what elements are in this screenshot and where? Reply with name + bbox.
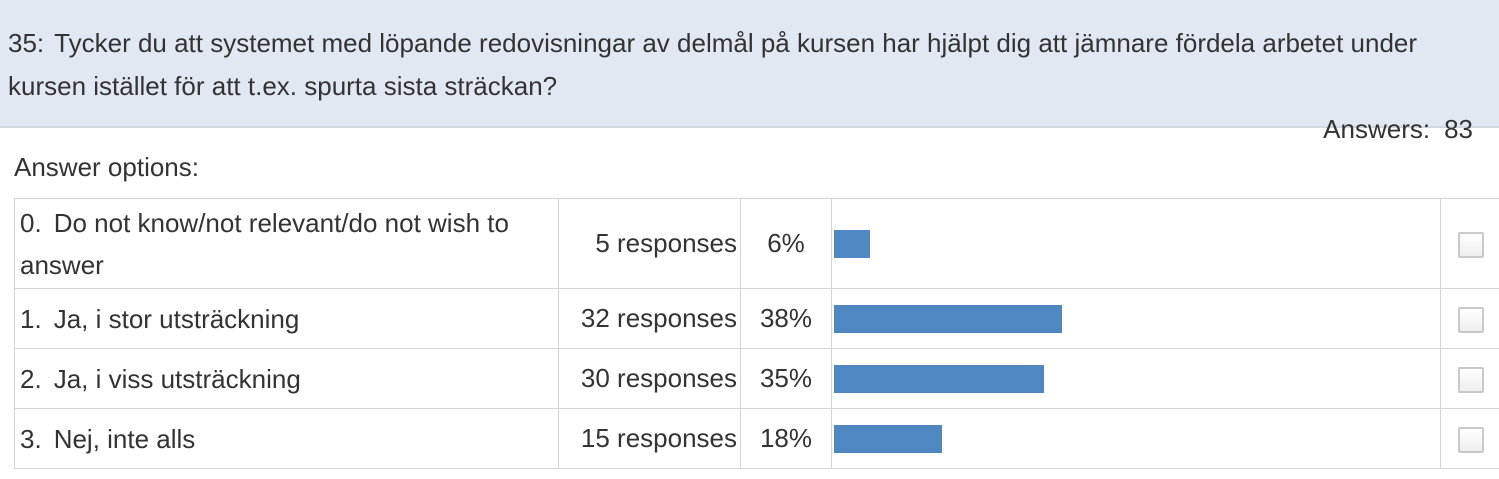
option-label-cell: 0. Do not know/not relevant/do not wish t…: [14, 198, 559, 289]
question-number: 35:: [8, 28, 45, 58]
option-bar: [834, 424, 942, 453]
option-label: Do not know/not relevant/do not wish to …: [20, 207, 509, 280]
answer-options-heading: Answer options:: [14, 152, 199, 182]
option-checkbox-cell: [1440, 288, 1499, 349]
option-bar-track: [834, 424, 1434, 453]
option-number: 0.: [20, 207, 42, 238]
option-percent: 6%: [740, 198, 832, 289]
answer-options-table: 0. Do not know/not relevant/do not wish t…: [14, 198, 1499, 469]
answers-label: Answers:: [1323, 114, 1431, 144]
option-percent: 18%: [740, 408, 832, 469]
option-bar-cell: [831, 408, 1441, 469]
option-checkbox[interactable]: [1458, 307, 1484, 334]
option-label: Ja, i viss utsträckning: [53, 363, 301, 394]
option-bar-cell: [831, 348, 1441, 409]
option-percent: 38%: [740, 288, 832, 349]
option-responses: 32 responses: [558, 288, 741, 349]
option-checkbox-cell: [1440, 198, 1499, 289]
option-checkbox-cell: [1440, 348, 1499, 409]
option-checkbox[interactable]: [1458, 427, 1484, 454]
option-bar: [834, 364, 1044, 393]
option-bar-track: [834, 364, 1434, 393]
option-number: 3.: [20, 423, 42, 454]
question-label: Tycker du att systemet med löpande redov…: [8, 28, 1418, 101]
option-responses: 5 responses: [558, 198, 741, 289]
option-label-cell: 3. Nej, inte alls: [14, 408, 559, 469]
question-panel: 35: Tycker du att systemet med löpande re…: [0, 0, 1499, 128]
option-bar: [834, 304, 1062, 333]
answers-value: 83: [1444, 114, 1473, 144]
answer-option-row: 0. Do not know/not relevant/do not wish t…: [14, 198, 1499, 289]
option-bar-track: [834, 304, 1434, 333]
option-responses: 30 responses: [558, 348, 741, 409]
option-label: Nej, inte alls: [53, 423, 196, 454]
option-label: Ja, i stor utsträckning: [53, 303, 300, 334]
option-number: 1.: [20, 303, 42, 334]
option-responses: 15 responses: [558, 408, 741, 469]
option-bar-track: [834, 229, 1434, 258]
answers-count: Answers: 83: [1323, 112, 1473, 146]
option-checkbox[interactable]: [1458, 367, 1484, 394]
option-checkbox[interactable]: [1458, 232, 1484, 259]
option-bar: [834, 229, 870, 258]
answer-option-row: 3. Nej, inte alls 15 responses 18%: [14, 408, 1499, 469]
answer-option-row: 2. Ja, i viss utsträckning 30 responses 3…: [14, 348, 1499, 409]
option-label-cell: 1. Ja, i stor utsträckning: [14, 288, 559, 349]
option-number: 2.: [20, 363, 42, 394]
option-bar-cell: [831, 288, 1441, 349]
option-checkbox-cell: [1440, 408, 1499, 469]
option-bar-cell: [831, 198, 1441, 289]
question-text: 35: Tycker du att systemet med löpande re…: [8, 22, 1494, 108]
answer-option-row: 1. Ja, i stor utsträckning 32 responses 3…: [14, 288, 1499, 349]
option-label-cell: 2. Ja, i viss utsträckning: [14, 348, 559, 409]
option-percent: 35%: [740, 348, 832, 409]
